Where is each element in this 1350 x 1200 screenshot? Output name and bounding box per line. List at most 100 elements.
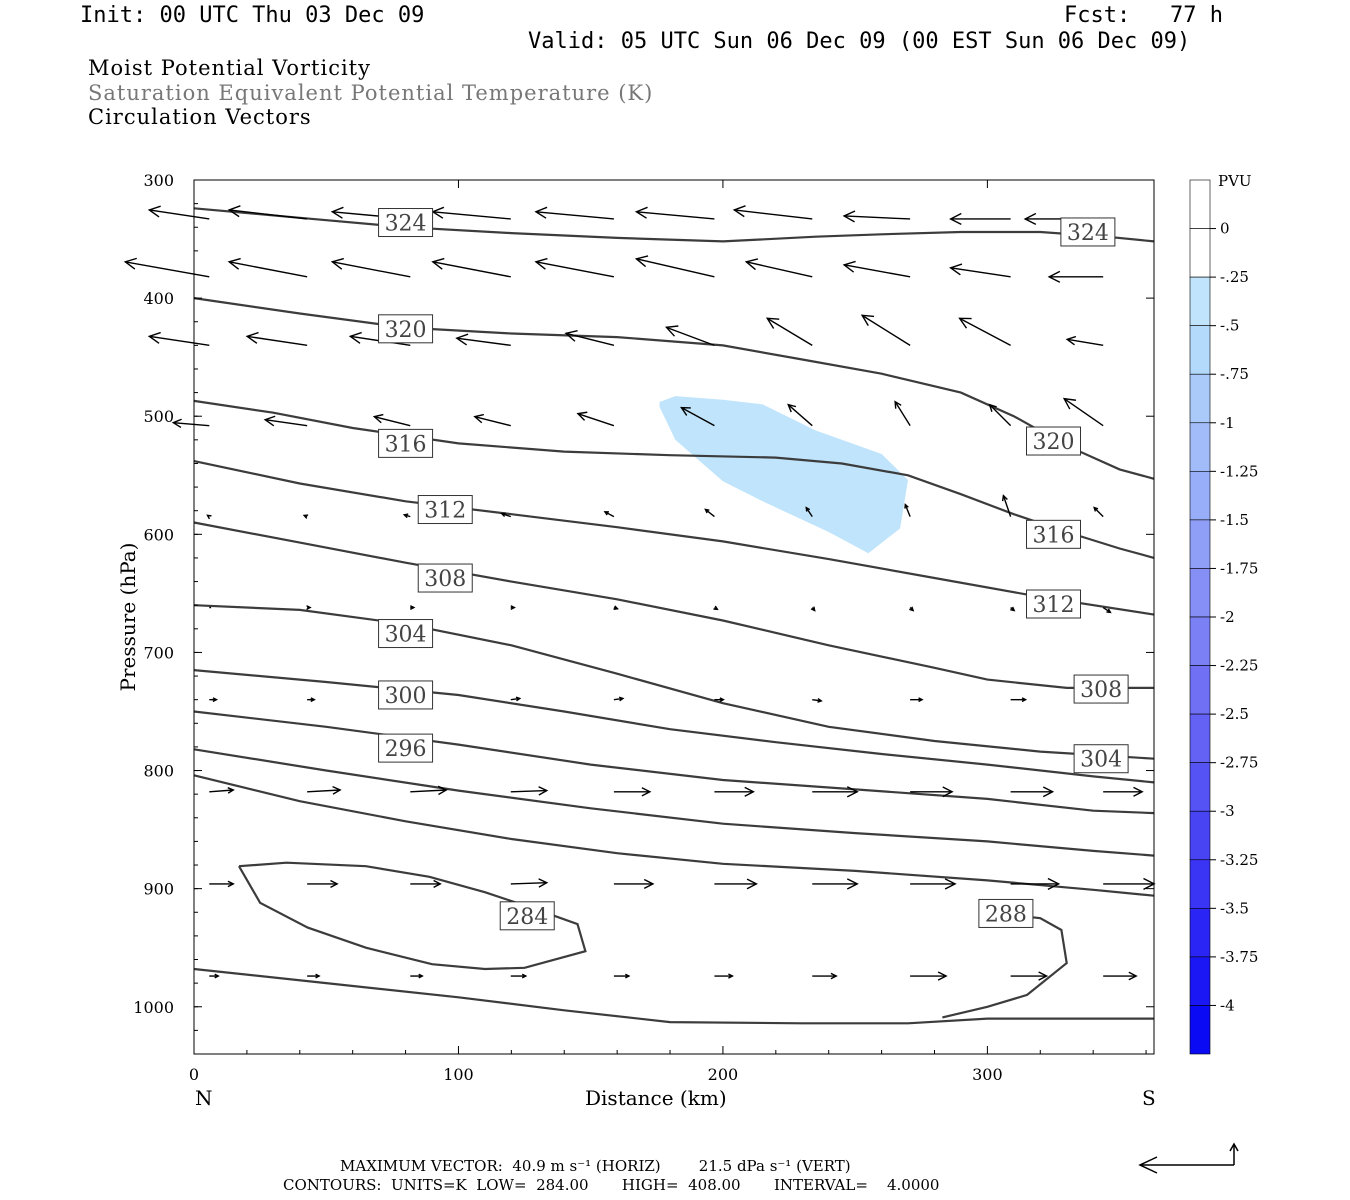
vector-arrowhead	[538, 786, 549, 796]
vector-arrowhead	[1128, 971, 1138, 981]
max-vector-note: MAXIMUM VECTOR: 40.9 m s⁻¹ (HORIZ) 21.5 …	[340, 1157, 851, 1175]
y-axis-label: Pressure (hPa)	[116, 543, 140, 692]
vector-arrowhead	[433, 879, 442, 888]
circulation-vector	[805, 507, 813, 517]
vector-arrowhead	[732, 205, 746, 218]
contour-label: 312	[1033, 593, 1075, 618]
contour-label-box	[1026, 519, 1082, 549]
forecast-hour: Fcst: 77 h	[1064, 3, 1223, 28]
vector-arrowhead	[306, 605, 312, 610]
contour-label-box	[1073, 744, 1129, 774]
vector-arrowhead	[455, 333, 469, 346]
contour-label-box	[1073, 674, 1129, 704]
contour-label: 316	[385, 432, 427, 457]
vector-arrowhead	[842, 210, 856, 223]
y-tick-label: 400	[143, 289, 174, 308]
vector-arrowhead	[634, 255, 649, 268]
colorbar-swatch	[1189, 665, 1211, 715]
vector-arrowhead	[227, 787, 235, 794]
colorbar-swatch	[1189, 908, 1211, 958]
vector-arrowhead	[1047, 270, 1061, 283]
vector-arrowhead	[1001, 494, 1008, 502]
contour-label-box	[978, 898, 1034, 928]
vector-arrowhead	[315, 973, 321, 979]
north-label: N	[195, 1086, 213, 1110]
circulation-vector	[894, 401, 911, 427]
colorbar-swatch	[1189, 1005, 1211, 1055]
circulation-vector	[229, 261, 308, 278]
vector-arrowhead	[534, 206, 548, 219]
colorbar-swatch	[1189, 762, 1211, 812]
colorbar-level-label: -4	[1220, 996, 1235, 1014]
contour-label-box	[417, 495, 473, 525]
vector-arrowhead	[713, 605, 719, 611]
vector-arrowhead	[860, 314, 875, 326]
circulation-vector	[149, 335, 210, 347]
circulation-vector	[432, 211, 511, 220]
title-mpv: Moist Potential Vorticity	[88, 56, 371, 80]
vector-arrowhead	[1038, 971, 1049, 981]
theta-contour-line	[193, 297, 1155, 480]
contour-labels: 324 324 320 320 316 316 312 312 308 308 304 304 300 2…	[378, 208, 1129, 931]
colorbar-level-label: -.75	[1220, 365, 1249, 383]
vector-arrowhead	[500, 512, 506, 517]
contour-label-box	[378, 619, 434, 649]
theta-contour-line	[238, 861, 587, 971]
vector-arrowhead	[418, 973, 424, 979]
colorbar-level-label: -1.25	[1220, 462, 1258, 480]
contour-label: 296	[385, 737, 427, 762]
vector-arrowhead	[744, 786, 755, 797]
vector-arrowhead	[805, 506, 811, 512]
vector-arrowhead	[810, 606, 816, 612]
theta-contour-line	[193, 669, 1155, 784]
circulation-vectors	[123, 205, 1156, 981]
vector-arrowhead	[613, 605, 619, 611]
colorbar-swatch	[1189, 859, 1211, 909]
contour-label: 324	[385, 212, 427, 237]
vector-arrowhead	[1042, 786, 1055, 798]
contour-label: 300	[385, 684, 427, 709]
mpv-shading	[659, 396, 908, 554]
x-tick-label: 200	[708, 1065, 739, 1084]
vector-arrowhead	[744, 258, 759, 271]
vector-arrowhead	[719, 697, 725, 703]
vector-arrowhead	[473, 413, 484, 424]
vector-arrowhead	[846, 786, 859, 798]
contour-label: 324	[1067, 221, 1109, 246]
colorbar-level-label: -.25	[1220, 268, 1249, 286]
vector-arrowhead	[1010, 606, 1016, 612]
vector-arrowhead	[918, 697, 924, 703]
colorbar-level-label: -3.75	[1220, 948, 1258, 966]
vector-arrowhead	[988, 403, 997, 412]
colorbar: 0 -.25 -.5 -.75 -1 -1.25 -1.5 -1.75 -2 -2.25 -2.5 -…	[1189, 179, 1258, 1055]
colorbar-level-label: -2.5	[1220, 705, 1249, 723]
circulation-vector	[577, 413, 615, 427]
vector-arrowhead	[332, 786, 342, 795]
contour-label-box	[1060, 217, 1116, 247]
vector-arrowhead	[330, 879, 339, 888]
axes: 300 400 500 600 700 800 900 1000 0 100 200 300	[133, 171, 1154, 1084]
vector-arrowhead	[227, 205, 241, 218]
vector-arrowhead	[1047, 877, 1061, 890]
circulation-vector	[787, 404, 813, 427]
colorbar-level-label: -3.25	[1220, 851, 1258, 869]
vector-arrowhead	[147, 331, 161, 344]
circulation-vector	[265, 418, 308, 427]
circulation-vector	[989, 404, 1012, 427]
circulation-vector	[229, 209, 308, 220]
circulation-vector	[681, 407, 715, 427]
vector-arrowhead	[1021, 697, 1028, 703]
y-tick-label: 1000	[133, 998, 174, 1017]
y-tick-label: 300	[143, 171, 174, 190]
vector-arrowhead	[846, 878, 859, 890]
contour-label-box	[378, 208, 434, 238]
colorbar-swatch	[1189, 568, 1211, 618]
colorbar-unit: PVU	[1218, 172, 1252, 190]
circulation-vector	[209, 789, 234, 793]
colorbar-swatch	[1189, 228, 1211, 278]
circulation-vector	[1067, 338, 1104, 347]
theta-contour-line	[193, 967, 1154, 1025]
theta-contour-line	[193, 710, 1155, 815]
contour-label: 312	[424, 499, 466, 524]
contour-label: 288	[985, 902, 1027, 927]
